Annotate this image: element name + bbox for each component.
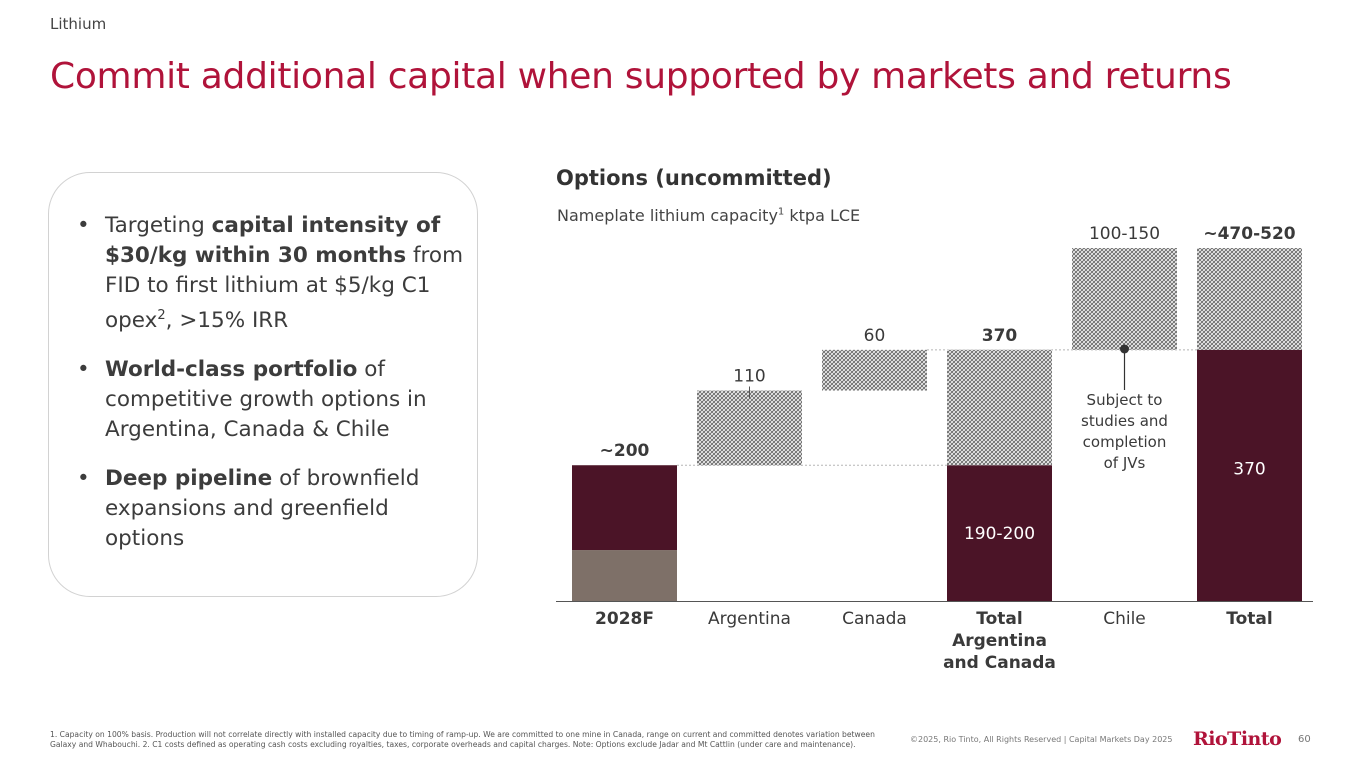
annotation-text: completion xyxy=(1083,433,1167,451)
data-label-inside: 190-200 xyxy=(964,524,1035,544)
footnote: 1. Capacity on 100% basis. Production wi… xyxy=(50,730,875,749)
x-tick-label: 2028F xyxy=(595,609,654,629)
bar-segment-solid xyxy=(572,465,677,551)
page-number: 60 xyxy=(1298,734,1311,745)
page-title: Commit additional capital when supported… xyxy=(50,56,1232,97)
x-tick-label: Argentina xyxy=(708,609,791,629)
data-label-top: 100-150 xyxy=(1089,224,1160,244)
data-label-inside: 370 xyxy=(1233,460,1265,480)
data-label-top: ~470-520 xyxy=(1203,224,1295,244)
x-tick-label: and Canada xyxy=(943,653,1056,673)
annotation-text: Subject to xyxy=(1087,391,1163,409)
rio-tinto-logo: RioTinto xyxy=(1193,728,1282,750)
x-tick-label: Total xyxy=(976,609,1022,629)
annotation-text: of JVs xyxy=(1104,454,1146,472)
bar-segment-hatched xyxy=(1197,248,1302,350)
annotation-text: studies and xyxy=(1081,412,1168,430)
summary-card: • Targeting capital intensity of $30/kg w… xyxy=(48,172,478,597)
copyright: ©2025, Rio Tinto, All Rights Reserved | … xyxy=(910,735,1173,744)
bullet-item: • Deep pipeline of brownfield expansions … xyxy=(77,466,420,552)
x-tick-label: Argentina xyxy=(952,631,1047,651)
bar-segment-hatched xyxy=(697,390,802,466)
data-label-top: 110 xyxy=(733,367,765,387)
bullet-item: • Targeting capital intensity of $30/kg w… xyxy=(77,213,464,334)
bar-segment-solid xyxy=(1197,349,1302,601)
bar-segment-solid xyxy=(947,465,1052,601)
bar-segment-grey xyxy=(572,550,677,601)
bar-segment-hatched xyxy=(1072,248,1177,350)
chart-title: Options (uncommitted) xyxy=(556,166,832,190)
data-label-top: 60 xyxy=(864,326,886,346)
bullet-item: • World-class portfolio of competitive gr… xyxy=(77,357,427,443)
x-tick-label: Chile xyxy=(1103,609,1146,629)
bar-segment-hatched xyxy=(947,349,1052,466)
section-label: Lithium xyxy=(50,15,107,33)
x-tick-label: Total xyxy=(1226,609,1272,629)
bullet-list: • Targeting capital intensity of $30/kg w… xyxy=(75,211,465,573)
x-tick-label: Canada xyxy=(842,609,907,629)
bar-segment-hatched xyxy=(822,349,927,391)
chart-subtitle: Nameplate lithium capacity1 ktpa LCE xyxy=(557,206,861,225)
data-label-top: 370 xyxy=(982,326,1018,346)
data-label-top: ~200 xyxy=(600,441,650,461)
